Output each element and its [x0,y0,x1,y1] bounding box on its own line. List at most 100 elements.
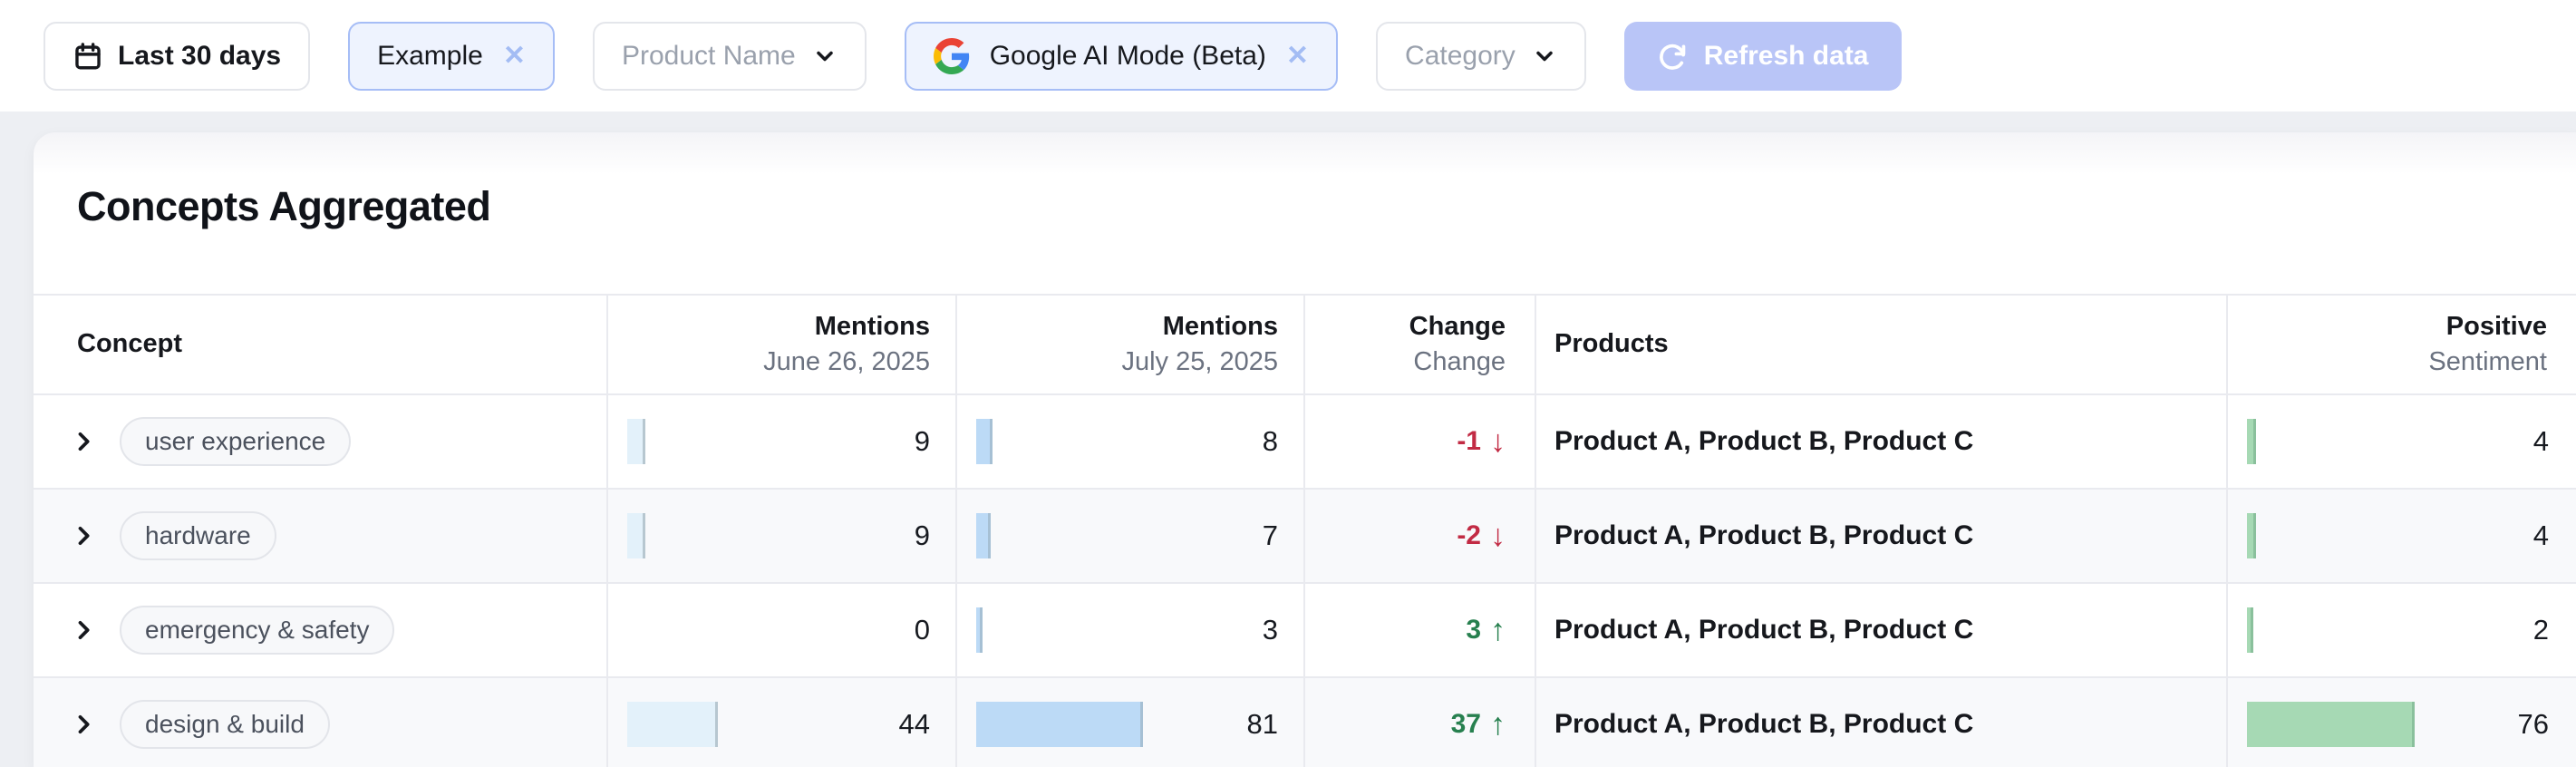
arrow-up-icon: ↑ [1490,706,1506,742]
mentions-july-bar [976,702,1143,747]
filter-chip-example-label: Example [377,40,483,71]
mentions-june-value: 44 [898,708,930,740]
product-name-select-label: Product Name [621,40,796,71]
change-value: -2 ↓ [1457,518,1506,553]
products-cell: Product A, Product B, Product C [1536,584,2228,676]
change-cell: 3 ↑ [1305,584,1536,676]
change-cell: -1 ↓ [1305,395,1536,488]
chevron-right-icon [78,526,90,546]
column-header-products: Products [1536,296,2228,393]
concept-chip[interactable]: hardware [120,511,276,560]
expand-row-button[interactable] [71,523,96,549]
products-list: Product A, Product B, Product C [1554,520,1974,550]
positive-sentiment-value: 4 [2532,425,2549,457]
date-range-label: Last 30 days [118,40,282,71]
table-row-hardware: hardware 9 7 -2 ↓ Product A, P [34,490,2576,584]
change-value: 37 ↑ [1450,706,1506,742]
positive-sentiment-cell: 76 [2228,678,2576,767]
column-header-mentions-july: Mentions July 25, 2025 [957,296,1305,393]
mentions-july-bar [976,419,993,464]
concept-cell: design & build [34,678,608,767]
mentions-july-bar [976,607,983,653]
mentions-june-value: 0 [914,614,930,646]
mentions-june-cell: 44 [608,678,957,767]
mentions-june-bar [627,513,645,558]
mentions-june-bar [627,419,645,464]
filter-toolbar: Last 30 days Example ✕ Product Name Goog… [0,0,2576,112]
concept-cell: hardware [34,490,608,582]
page-title: Concepts Aggregated [77,183,491,229]
concepts-table: Concept Mentions June 26, 2025 Mentions … [34,294,2576,767]
mentions-july-value: 81 [1246,708,1278,740]
category-select[interactable]: Category [1376,21,1586,91]
filter-chip-google-ai-mode[interactable]: Google AI Mode (Beta) ✕ [904,21,1339,91]
remove-example-filter-icon[interactable]: ✕ [502,40,526,71]
refresh-data-label: Refresh data [1703,40,1869,71]
concepts-aggregated-card: Concepts Aggregated Concept Mentions Jun… [34,132,2576,767]
mentions-june-value: 9 [914,425,930,457]
positive-sentiment-cell: 4 [2228,490,2576,582]
chevron-right-icon [78,620,90,640]
expand-row-button[interactable] [71,429,96,454]
products-cell: Product A, Product B, Product C [1536,490,2228,582]
chevron-down-icon [816,51,833,61]
mentions-july-value: 3 [1262,614,1278,646]
mentions-july-bar [976,513,991,558]
table-row-design-build: design & build 44 81 37 ↑ Prod [34,678,2576,767]
products-list: Product A, Product B, Product C [1554,709,1974,739]
mentions-july-cell: 3 [957,584,1305,676]
concept-cell: user experience [34,395,608,488]
table-row-user-experience: user experience 9 8 -1 ↓ Produ [34,395,2576,490]
calendar-icon [75,42,101,69]
positive-sentiment-value: 4 [2532,519,2549,551]
table-row-emergency-safety: emergency & safety 0 3 3 ↑ Pro [34,584,2576,678]
sentiment-bar [2247,607,2253,653]
arrow-down-icon: ↓ [1490,423,1506,459]
expand-row-button[interactable] [71,712,96,737]
concept-chip[interactable]: design & build [120,700,330,749]
products-list: Product A, Product B, Product C [1554,615,1974,645]
products-cell: Product A, Product B, Product C [1536,678,2228,767]
mentions-july-cell: 7 [957,490,1305,582]
column-header-mentions-june: Mentions June 26, 2025 [608,296,957,393]
change-cell: -2 ↓ [1305,490,1536,582]
mentions-july-value: 7 [1262,519,1278,551]
category-select-label: Category [1405,40,1516,71]
expand-row-button[interactable] [71,617,96,643]
column-header-positive-sentiment: Positive Sentiment [2428,311,2547,376]
positive-sentiment-value: 76 [2517,708,2549,740]
filter-chip-example[interactable]: Example ✕ [348,21,555,91]
chevron-right-icon [78,714,90,734]
table-header-row: Concept Mentions June 26, 2025 Mentions … [34,296,2576,395]
concept-chip[interactable]: emergency & safety [120,606,395,655]
google-logo-icon [933,37,969,74]
chevron-down-icon [1536,51,1553,61]
chevron-right-icon [78,432,90,451]
page-background: Concepts Aggregated Concept Mentions Jun… [0,112,2576,767]
sentiment-bar [2247,419,2256,464]
refresh-data-button[interactable]: Refresh data [1623,21,1902,91]
change-value: 3 ↑ [1466,612,1506,647]
arrow-up-icon: ↑ [1490,612,1506,647]
date-range-button[interactable]: Last 30 days [44,21,311,91]
positive-sentiment-cell: 4 [2228,395,2576,488]
column-header-change: Change Change [1305,296,1536,393]
arrow-down-icon: ↓ [1490,518,1506,553]
sentiment-bar [2247,702,2415,747]
change-cell: 37 ↑ [1305,678,1536,767]
concept-cell: emergency & safety [34,584,608,676]
positive-sentiment-value: 2 [2532,614,2549,646]
products-cell: Product A, Product B, Product C [1536,395,2228,488]
mentions-july-cell: 8 [957,395,1305,488]
mentions-july-cell: 81 [957,678,1305,767]
remove-google-filter-icon[interactable]: ✕ [1285,40,1310,71]
product-name-select[interactable]: Product Name [592,21,867,91]
concept-chip[interactable]: user experience [120,417,352,466]
mentions-june-cell: 9 [608,395,957,488]
filter-chip-google-label: Google AI Mode (Beta) [989,40,1266,71]
mentions-july-value: 8 [1262,425,1278,457]
mentions-june-cell: 9 [608,490,957,582]
change-value: -1 ↓ [1457,423,1506,459]
mentions-june-value: 9 [914,519,930,551]
positive-sentiment-cell: 2 [2228,584,2576,676]
